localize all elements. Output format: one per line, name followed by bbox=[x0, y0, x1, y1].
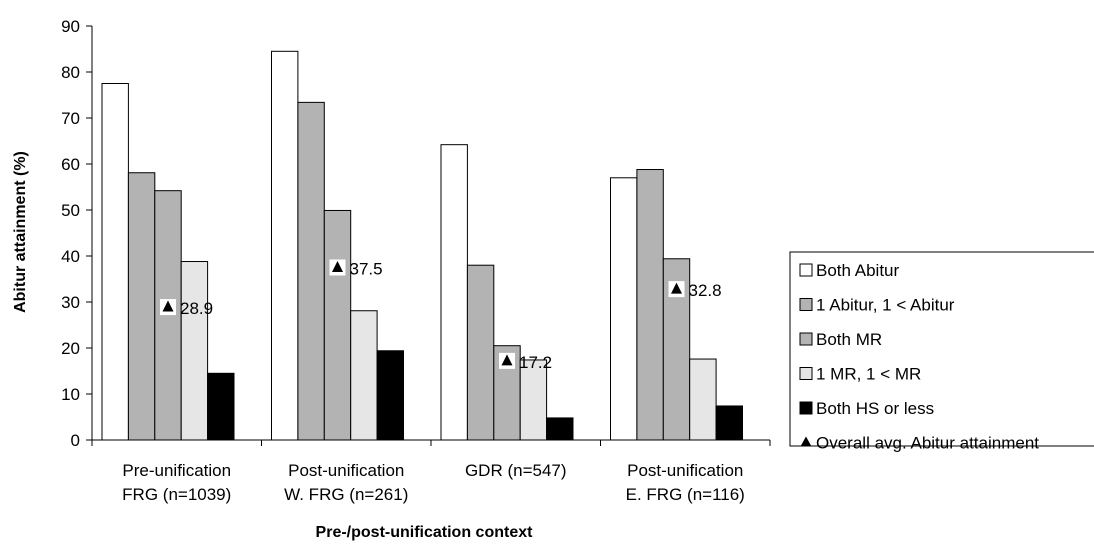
y-tick-label: 0 bbox=[71, 431, 80, 450]
bar bbox=[127, 172, 156, 441]
bar bbox=[180, 261, 209, 441]
legend-swatch bbox=[799, 298, 813, 311]
x-category-label: Post-unification bbox=[288, 461, 404, 480]
legend-swatch bbox=[799, 401, 813, 415]
y-tick-label: 90 bbox=[61, 17, 80, 36]
x-category-label: Pre-unification bbox=[122, 461, 231, 480]
x-category-label: W. FRG (n=261) bbox=[284, 485, 408, 504]
y-tick-label: 60 bbox=[61, 155, 80, 174]
x-category-label: E. FRG (n=116) bbox=[626, 485, 745, 504]
bar bbox=[350, 310, 378, 441]
legend-label: 1 MR, 1 < MR bbox=[816, 365, 921, 384]
average-marker bbox=[162, 300, 174, 312]
y-tick-label: 80 bbox=[61, 63, 80, 82]
bar bbox=[466, 264, 495, 441]
data-label: 32.8 bbox=[689, 281, 722, 300]
bar bbox=[662, 258, 691, 441]
bar bbox=[297, 101, 325, 441]
y-axis-title: Abitur attainment (%) bbox=[12, 151, 29, 313]
bar bbox=[546, 417, 574, 441]
tick-labels: 0 10 20 30 40 50 60 70 80 90 28.9 37.5 17.2 32.8 Pre-u… bbox=[61, 17, 745, 504]
y-tick-label: 70 bbox=[61, 109, 80, 128]
bar bbox=[376, 350, 405, 441]
bar bbox=[519, 359, 548, 441]
legend-box bbox=[789, 251, 1094, 447]
x-category-label: Post-unification bbox=[627, 461, 743, 480]
x-axis-title: Pre-/post-unification context bbox=[316, 524, 534, 541]
legend-marker bbox=[801, 436, 811, 446]
legend-label: Both HS or less bbox=[816, 399, 934, 418]
bar bbox=[440, 144, 468, 441]
y-tick-label: 10 bbox=[61, 385, 80, 404]
legend: Both Abitur 1 Abitur, 1 < Abitur Both MR 1 … bbox=[789, 251, 1094, 453]
bar bbox=[715, 405, 743, 441]
average-markers bbox=[160, 259, 685, 369]
y-tick-label: 30 bbox=[61, 293, 80, 312]
x-category-label: GDR (n=547) bbox=[465, 461, 567, 480]
average-marker bbox=[332, 261, 343, 272]
average-marker bbox=[501, 354, 513, 366]
bar bbox=[207, 372, 235, 441]
legend-label: 1 Abitur, 1 < Abitur bbox=[816, 296, 955, 315]
bar bbox=[636, 169, 664, 441]
bar bbox=[271, 50, 299, 441]
y-tick-label: 40 bbox=[61, 247, 80, 266]
y-tick-label: 20 bbox=[61, 339, 80, 358]
data-label: 28.9 bbox=[180, 299, 213, 318]
legend-label: Both MR bbox=[816, 330, 882, 349]
bar bbox=[154, 190, 182, 441]
legend-swatch bbox=[799, 263, 813, 277]
bar bbox=[689, 358, 717, 441]
bar bbox=[101, 83, 129, 441]
legend-swatch bbox=[799, 367, 813, 380]
legend-label: Both Abitur bbox=[816, 261, 900, 280]
bar bbox=[610, 177, 638, 441]
x-category-label: FRG (n=1039) bbox=[122, 485, 231, 504]
data-label: 17.2 bbox=[519, 353, 552, 372]
bar bbox=[323, 209, 352, 441]
legend-swatch bbox=[799, 332, 813, 346]
y-tick-label: 50 bbox=[61, 201, 80, 220]
average-marker bbox=[671, 282, 682, 294]
data-label: 37.5 bbox=[350, 260, 383, 279]
legend-label: Overall avg. Abitur attainment bbox=[816, 434, 1039, 453]
bars bbox=[101, 50, 743, 441]
